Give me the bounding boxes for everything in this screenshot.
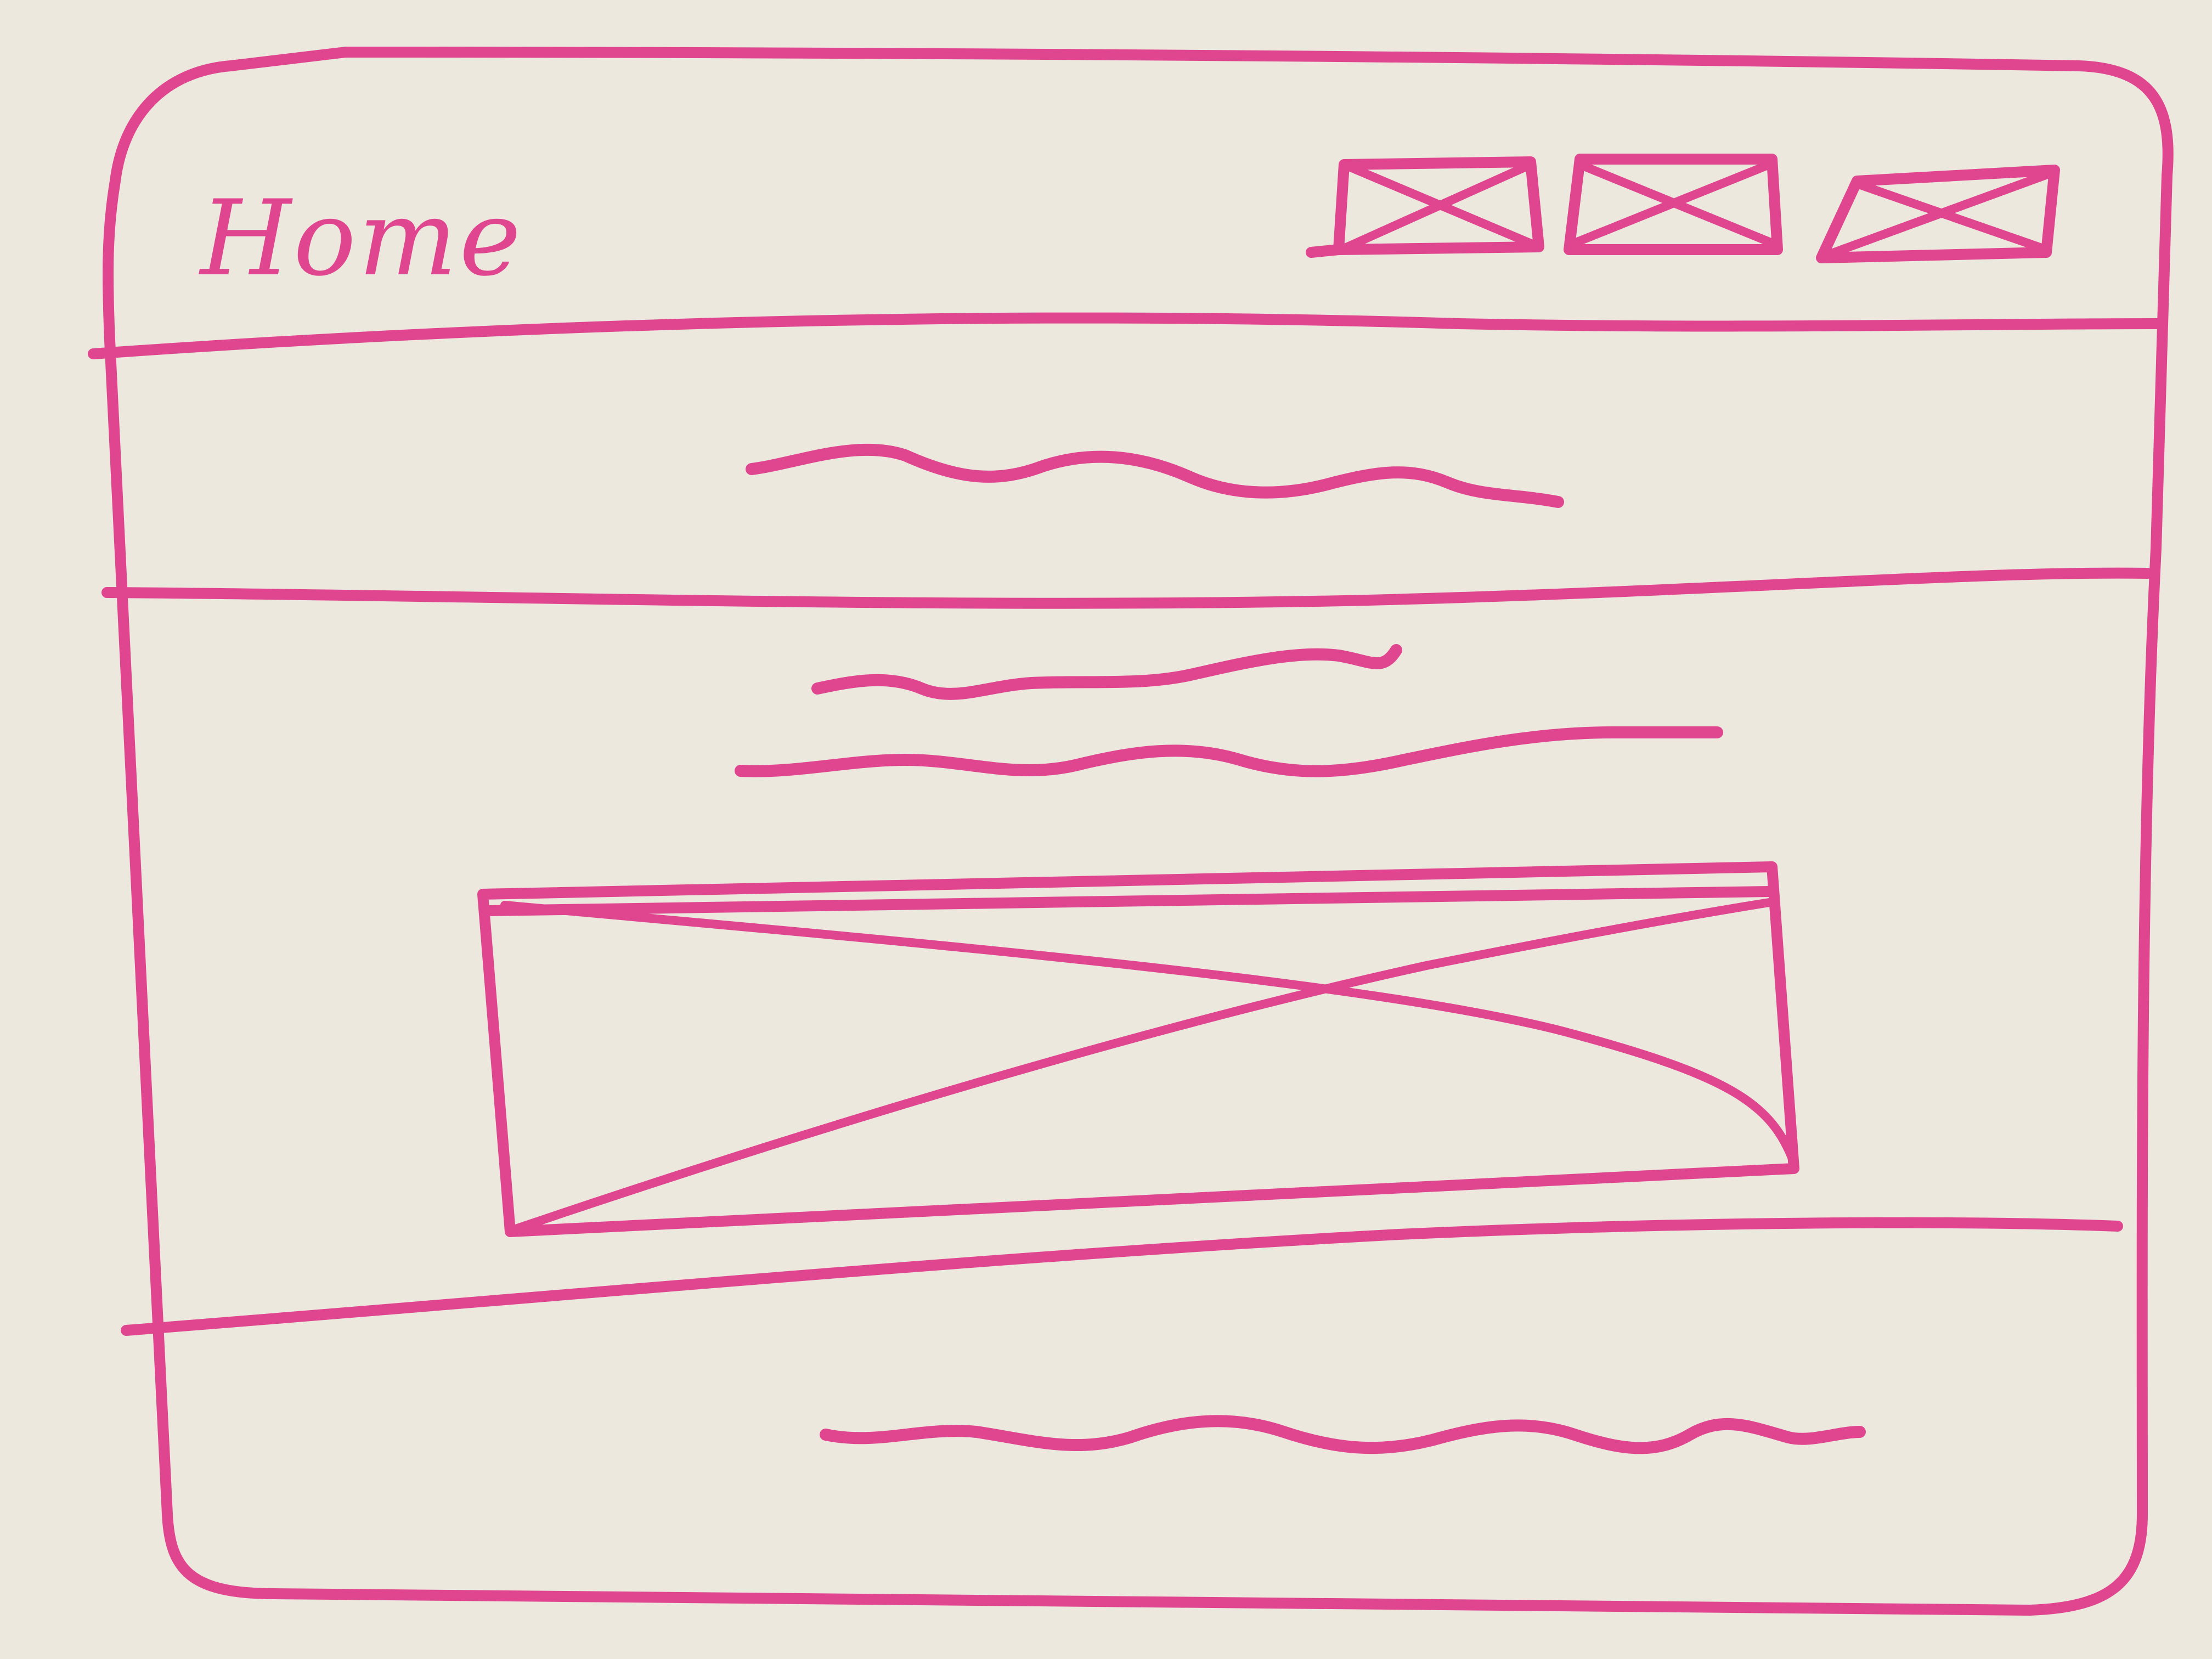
header-divider — [88, 312, 2164, 359]
nav-icon-2[interactable] — [1564, 154, 1783, 255]
content-section — [121, 644, 2123, 1336]
page-title: Home — [199, 178, 523, 299]
header: Home — [88, 154, 2164, 359]
window-frame — [103, 47, 2174, 1616]
nav-icon-3[interactable] — [1816, 165, 2060, 263]
hero-heading-placeholder — [746, 443, 1564, 508]
image-placeholder — [477, 861, 1799, 1237]
content-divider — [121, 1217, 2123, 1336]
hero-divider — [101, 567, 2153, 609]
content-heading-placeholder — [811, 644, 1402, 700]
hero-section — [101, 443, 2153, 609]
footer-section — [820, 1415, 1866, 1454]
footer-text-placeholder — [820, 1415, 1866, 1454]
nav-icon-1[interactable] — [1306, 156, 1544, 258]
content-text-placeholder — [735, 726, 1723, 777]
